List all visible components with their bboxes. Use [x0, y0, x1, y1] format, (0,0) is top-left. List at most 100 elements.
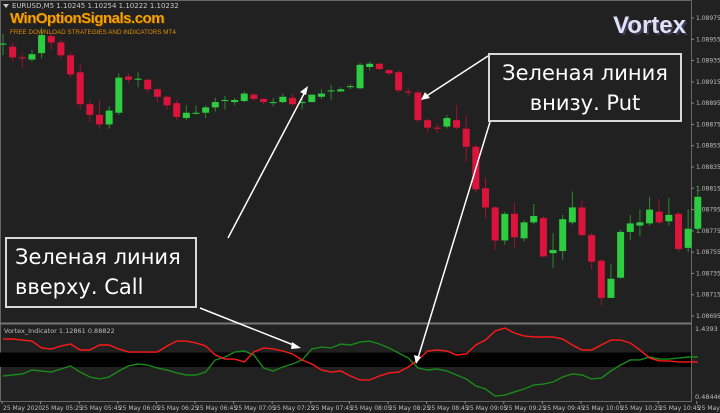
candle-body: [153, 89, 161, 97]
bull-candle: [182, 105, 190, 121]
candle-body: [0, 43, 7, 45]
indicator-title: Vortex: [613, 12, 686, 39]
chart-frame: [0, 0, 692, 402]
candle-body: [588, 235, 596, 262]
price-tick-label: 1.08755: [696, 249, 720, 256]
time-tick-label: 25 May 07:25: [273, 405, 314, 412]
candle-body: [520, 222, 528, 239]
vi-minus-line: [3, 327, 698, 381]
candle-body: [453, 120, 461, 128]
bear-candle: [375, 62, 383, 71]
bull-candle: [337, 87, 345, 92]
candle-body: [424, 120, 432, 128]
candle-body: [462, 128, 470, 147]
candle-body: [173, 103, 181, 117]
bull-candle: [269, 97, 277, 107]
time-tick-label: 25 May 06:25: [157, 405, 198, 412]
bull-candle: [308, 94, 316, 103]
price-tick-label: 1.08935: [696, 58, 720, 65]
bull-candle: [38, 27, 46, 59]
candle-body: [549, 250, 557, 254]
candle-body: [260, 98, 268, 103]
time-tick-label: 25 May 09:45: [543, 405, 584, 412]
price-tick-label: 1.08715: [696, 292, 720, 299]
bear-candle: [433, 123, 441, 133]
price-axis: 1.08975 1.08955 1.08935 1.08915 1.08895 1.088…: [691, 15, 720, 320]
bull-candle: [501, 211, 509, 245]
arrowhead-icon: [300, 86, 308, 95]
candle-body: [38, 35, 46, 54]
bear-candle: [18, 53, 26, 69]
arrowhead-icon: [421, 92, 430, 100]
candle-body: [433, 127, 441, 129]
candle-body: [404, 91, 412, 93]
arrowhead-icon: [414, 355, 421, 364]
bear-candle: [655, 198, 663, 225]
candle-body: [491, 207, 499, 241]
put-line1: Зеленая линия: [502, 61, 668, 85]
price-tick-label: 1.08875: [696, 121, 720, 128]
bear-candle: [144, 78, 152, 93]
price-tick-label: 1.08895: [696, 100, 720, 107]
candle-body: [655, 211, 663, 223]
candle-body: [385, 70, 393, 74]
bear-candle: [462, 115, 470, 162]
candle-body: [366, 63, 374, 67]
bear-candle: [414, 90, 422, 123]
price-tick-label: 1.08815: [696, 185, 720, 192]
bull-candle: [530, 204, 538, 225]
collapse-triangle-icon[interactable]: [3, 4, 9, 8]
candle-body: [269, 102, 277, 104]
price-tick-label: 1.08855: [696, 143, 720, 150]
candle-body: [482, 188, 489, 208]
indicator-label: Vortex_Indicator 1.12861 0.88822: [4, 327, 115, 335]
bull-candle: [636, 209, 644, 237]
candle-body: [76, 72, 84, 105]
bear-candle: [47, 32, 55, 50]
bear-candle: [597, 259, 605, 306]
candle-body: [568, 207, 576, 223]
bear-candle: [453, 105, 461, 130]
time-tick-label: 25 May 07:45: [312, 405, 353, 412]
price-tick-label: 1.08835: [696, 164, 720, 171]
bull-candle: [520, 220, 528, 242]
candle-body: [684, 228, 692, 248]
indicator-axis-min: 0.48446: [695, 393, 720, 401]
time-tick-label: 25 May 05:45: [80, 405, 121, 412]
bear-candle: [96, 99, 103, 129]
time-tick-label: 25 May 07:05: [235, 405, 276, 412]
candle-body: [18, 57, 26, 59]
bull-candle: [279, 93, 287, 104]
price-tick-label: 1.08955: [696, 36, 720, 43]
time-tick-label: 25 May 08:25: [389, 405, 430, 412]
indicator-axis: 1.4393 0.48446: [695, 325, 720, 401]
candle-body: [211, 102, 219, 108]
time-tick-label: 25 May 09:05: [466, 405, 507, 412]
put-annotation: Зеленая линия внизу. Put: [488, 53, 682, 122]
candle-body: [9, 46, 17, 58]
price-tick-label: 1.08915: [696, 79, 720, 86]
bull-candle: [607, 263, 615, 298]
candle-body: [375, 63, 383, 70]
candle-body: [96, 114, 103, 125]
candle-body: [646, 209, 654, 224]
bull-candle: [356, 62, 364, 90]
indicator-axis-max: 1.4393: [695, 325, 718, 333]
bull-candle: [549, 232, 557, 269]
bull-candle: [665, 197, 673, 226]
bull-candle: [694, 187, 702, 232]
candle-body: [144, 79, 152, 90]
bull-candle: [366, 61, 374, 71]
bull-candle: [443, 114, 451, 129]
chart-border: [0, 0, 692, 402]
call-annotation: Зеленая линия вверху. Call: [5, 237, 197, 308]
logo: WinOptionSignals.com: [10, 10, 165, 27]
bull-candle: [317, 89, 325, 99]
price-tick-label: 1.08775: [696, 228, 720, 235]
bear-candle: [153, 88, 161, 103]
bull-candle: [559, 214, 567, 260]
candle-body: [289, 97, 296, 105]
bull-candle: [105, 106, 113, 129]
candle-body: [317, 93, 325, 97]
